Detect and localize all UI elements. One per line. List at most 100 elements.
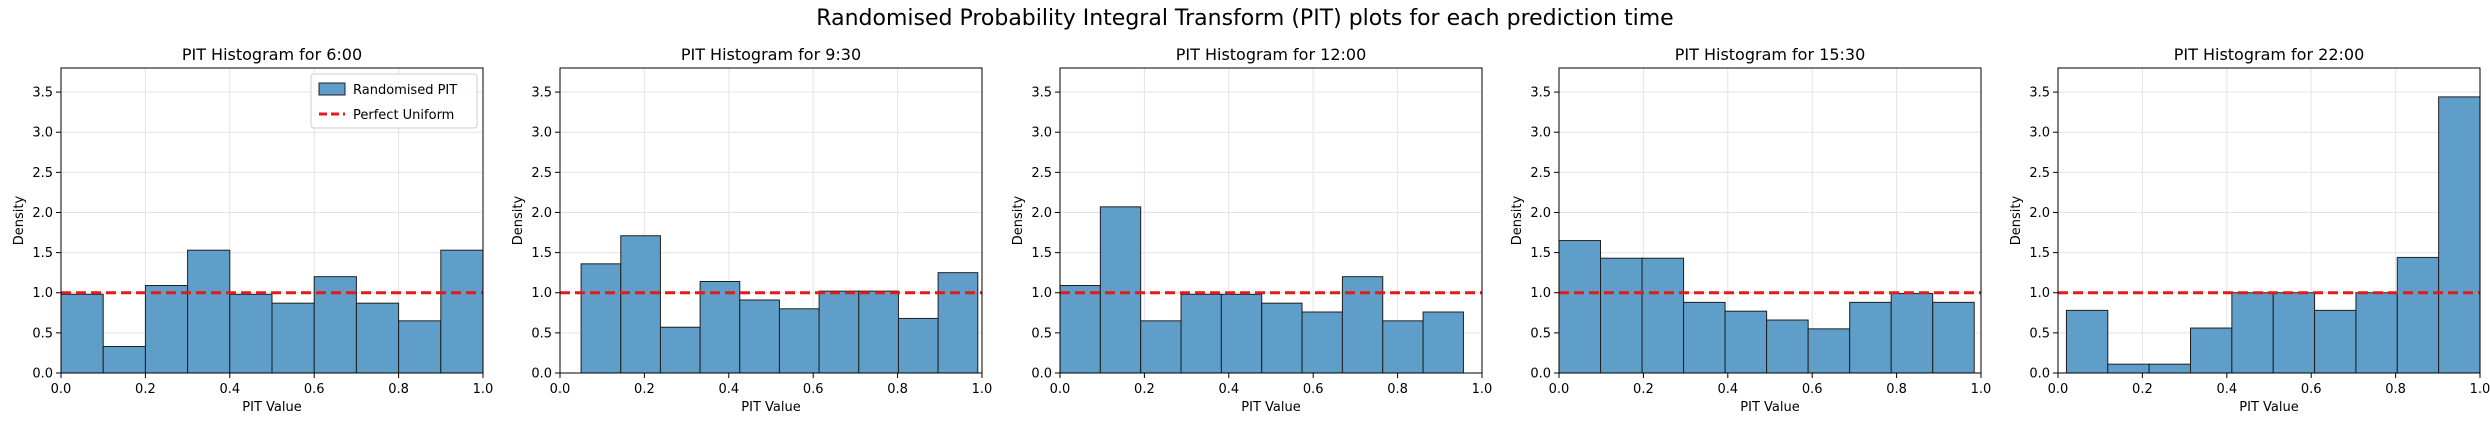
histogram-bar [313, 276, 357, 374]
x-tick-label: 1.0 [1472, 382, 1493, 397]
histogram-bar [699, 281, 741, 374]
x-tick-label: 0.4 [718, 382, 739, 397]
histogram-bar [2148, 363, 2192, 374]
y-tick-label: 0.5 [32, 326, 53, 341]
chart-panel-3: 0.0 0.2 0.4 0.6 0.8 1.0 0.0 0.5 1.0 1.5 2.0 2.5 3.0 3… [1011, 45, 1492, 415]
x-tick-label: 0.0 [1549, 382, 1570, 397]
x-tick-label: 0.8 [1387, 382, 1408, 397]
y-tick-label: 0.5 [2029, 326, 2050, 341]
histogram-bar [2231, 292, 2274, 374]
x-tick-label: 0.6 [304, 382, 325, 397]
histogram-bar [2107, 363, 2150, 374]
x-tick-label: 0.8 [1886, 382, 1907, 397]
x-axis-label: PIT Value [1241, 400, 1300, 415]
y-tick-label: 0.0 [32, 367, 53, 382]
y-tick-label: 2.0 [531, 206, 552, 221]
x-tick-label: 0.0 [2048, 382, 2069, 397]
y-tick-label: 2.0 [32, 206, 53, 221]
x-tick-label: 0.4 [1717, 382, 1738, 397]
y-tick-label: 0.0 [2029, 367, 2050, 382]
histogram-bar [858, 290, 899, 374]
histogram-bar [620, 235, 661, 374]
histogram-bar [1301, 311, 1343, 374]
histogram-bar [1059, 285, 1101, 374]
x-tick-label: 0.2 [1134, 382, 1155, 397]
histogram-bar [2272, 292, 2316, 374]
histogram-bar [580, 263, 622, 374]
chart-panel-4: 0.0 0.2 0.4 0.6 0.8 1.0 0.0 0.5 1.0 1.5 2.0 2.5 3.0 3… [1510, 45, 1991, 415]
y-tick-label: 1.5 [32, 246, 53, 261]
histogram-bar [1766, 319, 1809, 374]
axes-frame [1558, 67, 1982, 374]
figure-title: Randomised Probability Integral Transfor… [816, 6, 1674, 31]
histogram-bar [1724, 310, 1768, 374]
histogram-bar [1932, 301, 1975, 374]
x-axis-label: PIT Value [741, 400, 800, 415]
y-tick-label: 0.0 [531, 367, 552, 382]
chart-title: PIT Histogram for 12:00 [1176, 45, 1367, 64]
x-tick-label: 1.0 [473, 382, 494, 397]
y-tick-label: 1.5 [1530, 246, 1551, 261]
y-tick-label: 0.5 [531, 326, 552, 341]
axes-frame [2057, 67, 2481, 374]
histogram-bar [2190, 327, 2233, 374]
y-tick-label: 1.5 [2029, 246, 2050, 261]
legend-box [310, 73, 478, 129]
y-tick-label: 1.0 [1031, 286, 1052, 301]
histogram-bar [739, 299, 780, 374]
y-tick-label: 3.0 [2029, 126, 2050, 141]
x-tick-label: 0.2 [135, 382, 156, 397]
y-tick-label: 0.0 [1530, 367, 1551, 382]
histogram-bar [1558, 240, 1602, 374]
x-tick-label: 1.0 [1971, 382, 1992, 397]
y-tick-label: 2.5 [32, 166, 53, 181]
y-tick-label: 3.0 [32, 126, 53, 141]
chart-panel-2: 0.0 0.2 0.4 0.6 0.8 1.0 0.0 0.5 1.0 1.5 2.0 2.5 3.0 3… [511, 45, 992, 415]
y-tick-label: 3.5 [2029, 86, 2050, 101]
histogram-bar [2314, 309, 2357, 374]
y-tick-label: 3.5 [531, 86, 552, 101]
y-axis-label: Density [12, 195, 27, 245]
histogram-bar [1261, 302, 1303, 374]
chart-title: PIT Histogram for 9:30 [681, 45, 861, 64]
axes-frame [1059, 67, 1483, 374]
histogram-bar [1807, 328, 1851, 374]
chart-panel-1: 0.0 0.2 0.4 0.6 0.8 1.0 0.0 0.5 1.0 1.5 2.0 2.5 3.0 3… [12, 45, 493, 415]
y-tick-label: 1.0 [1530, 286, 1551, 301]
y-tick-label: 2.5 [531, 166, 552, 181]
x-tick-label: 0.6 [803, 382, 824, 397]
histogram-bar [1422, 311, 1464, 374]
histogram-bar [2355, 292, 2398, 374]
x-tick-label: 0.6 [1303, 382, 1324, 397]
histogram-bar [271, 302, 315, 374]
x-tick-label: 0.2 [1633, 382, 1654, 397]
axes-frame [559, 67, 983, 374]
histogram-bar [1683, 301, 1726, 374]
y-tick-label: 2.0 [1031, 206, 1052, 221]
y-tick-label: 0.0 [1031, 367, 1052, 382]
histogram-bar [1341, 276, 1384, 374]
x-axis-label: PIT Value [242, 400, 301, 415]
x-tick-label: 1.0 [2470, 382, 2490, 397]
legend-entry: Perfect Uniform [353, 108, 454, 123]
y-tick-label: 1.5 [531, 246, 552, 261]
histogram-bar [1220, 293, 1263, 374]
x-tick-label: 0.6 [1802, 382, 1823, 397]
y-tick-label: 1.0 [2029, 286, 2050, 301]
legend-swatch-bar [318, 82, 346, 96]
histogram-bar [60, 293, 104, 374]
x-tick-label: 0.6 [2301, 382, 2322, 397]
x-tick-label: 0.0 [1050, 382, 1071, 397]
histogram-bar [778, 308, 820, 374]
histogram-bar [1099, 206, 1142, 374]
y-axis-label: Density [1011, 195, 1026, 245]
histogram-bar [2396, 256, 2440, 374]
histogram-bar [2438, 96, 2481, 374]
histogram-bar [1382, 320, 1424, 374]
y-tick-label: 3.5 [1031, 86, 1052, 101]
histogram-bar [1849, 301, 1892, 374]
axes-frame [60, 67, 484, 374]
y-tick-label: 2.0 [1530, 206, 1551, 221]
y-tick-label: 1.5 [1031, 246, 1052, 261]
